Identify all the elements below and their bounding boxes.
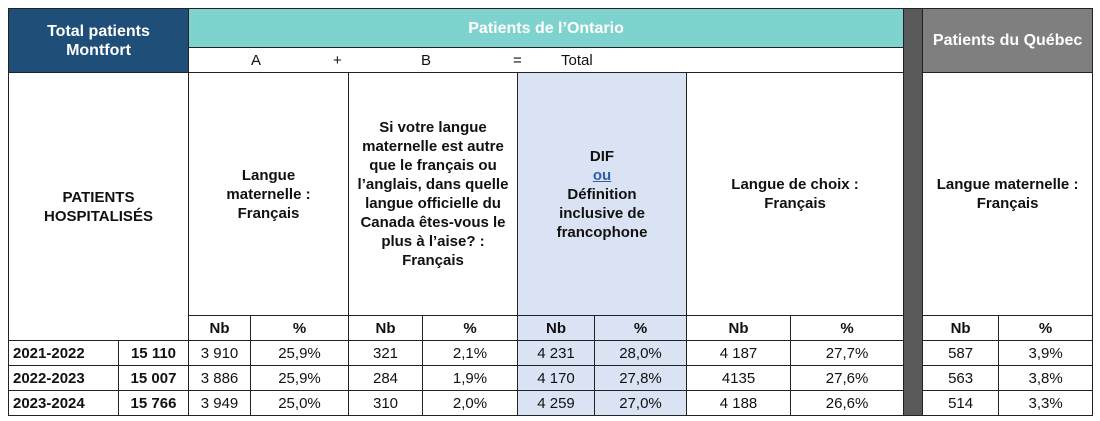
value-cell: 3 886 [188,365,251,391]
ontario-header: Patients de l’Ontario [187,8,905,48]
value-cell: 563 [922,365,1000,391]
value-cell: 3 949 [188,390,251,416]
formula-term: Total [561,52,593,69]
data-row: 2023-2024 15 766 3 949 25,0% 310 2,0% 4 259 27,… [8,390,1094,416]
column-group: DIF ou Définition inclusive de francopho… [517,72,687,316]
year-cell: 2021-2022 [8,340,119,366]
value-cell: 587 [922,340,1000,366]
subheader: % [250,315,349,341]
value-cell: 310 [348,390,423,416]
value-cell: 284 [348,365,423,391]
row-label: PATIENTS HOSPITALISÉS [8,72,189,341]
value-cell: 4 188 [686,390,791,416]
value-cell: 4 231 [517,340,595,366]
subheader: Nb [686,315,791,341]
subheader: Nb [517,315,595,341]
quebec-header: Patients du Québec [922,8,1094,73]
value-cell: 1,9% [422,365,518,391]
data-row: 2021-2022 15 110 3 910 25,9% 321 2,1% 4 231 28,… [8,340,1094,366]
subheader: % [998,315,1094,341]
formula-row: A + B = Total [187,47,905,73]
value-cell: 15 766 [118,390,189,416]
subheader: % [422,315,518,341]
dif-or: ou [592,166,612,184]
value-cell: 2,1% [422,340,518,366]
subheader: Nb [188,315,251,341]
value-cell: 321 [348,340,423,366]
value-cell: 4 259 [517,390,595,416]
value-cell: 25,9% [250,340,349,366]
value-cell: 4 187 [686,340,791,366]
value-cell: 4135 [686,365,791,391]
year-cell: 2023-2024 [8,390,119,416]
column-group: Si votre langue maternelle est autre que… [348,72,518,316]
value-cell: 27,6% [789,365,905,391]
value-cell: 15 110 [118,340,189,366]
value-cell: 4 170 [517,365,595,391]
value-cell: 28,0% [594,340,687,366]
value-cell: 26,6% [789,390,905,416]
montfort-header: Total patients Montfort [8,8,189,73]
formula-term: A [251,52,262,69]
value-cell: 27,0% [594,390,687,416]
value-cell: 514 [922,390,1000,416]
value-cell: 25,0% [250,390,349,416]
year-cell: 2022-2023 [8,365,119,391]
data-row: 2022-2023 15 007 3 886 25,9% 284 1,9% 4 170 27,… [8,365,1094,391]
column-group: Langue maternelle : Français [188,72,349,316]
value-cell: 27,8% [594,365,687,391]
subheader: % [789,315,905,341]
value-cell: 2,0% [422,390,518,416]
dif-text: Définition inclusive de francophone [556,185,648,241]
value-cell: 25,9% [250,365,349,391]
subheader-row: Nb% Nb% Nb% Nb% Nb% [9,315,1094,341]
subheader: % [594,315,687,341]
value-cell: 3 910 [188,340,251,366]
value-cell: 27,7% [789,340,905,366]
formula-term: + [333,52,342,69]
formula-term: B [421,52,432,69]
value-cell: 15 007 [118,365,189,391]
subheader: Nb [922,315,1000,341]
value-cell: 3,8% [998,365,1094,391]
column-group: Langue maternelle : Français [922,72,1094,316]
data-table: Total patients Montfort Patients de l’On… [8,8,1094,416]
dif-title: DIF [589,147,615,165]
subheader: Nb [348,315,423,341]
separator [903,8,924,416]
value-cell: 3,3% [998,390,1094,416]
value-cell: 3,9% [998,340,1094,366]
formula-term: = [513,52,522,69]
column-group: Langue de choix : Français [685,72,905,316]
